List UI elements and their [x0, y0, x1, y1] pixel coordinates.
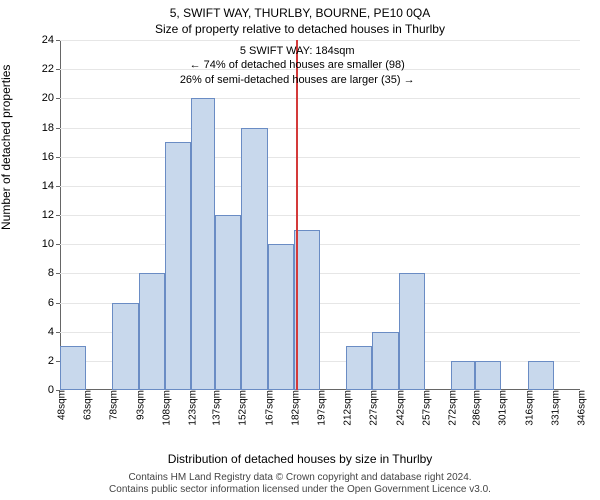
xtick-label: 167sqm — [260, 390, 275, 426]
annotation-line: 26% of semi-detached houses are larger (… — [180, 73, 415, 87]
ytick-label: 2 — [48, 355, 60, 367]
histogram-bar — [528, 361, 554, 390]
marker-line — [296, 40, 298, 390]
xtick-label: 123sqm — [183, 390, 198, 426]
annotation-line: ← 74% of detached houses are smaller (98… — [180, 58, 415, 72]
footnote-line1: Contains HM Land Registry data © Crown c… — [0, 472, 600, 484]
xtick-label: 301sqm — [494, 390, 509, 426]
ytick-label: 22 — [42, 63, 60, 75]
histogram-bar — [165, 142, 191, 390]
xtick-label: 197sqm — [313, 390, 328, 426]
xtick-label: 257sqm — [417, 390, 432, 426]
xtick-label: 78sqm — [105, 390, 120, 420]
xtick-label: 182sqm — [286, 390, 301, 426]
histogram-bar — [268, 244, 294, 390]
ytick-label: 14 — [42, 180, 60, 192]
xtick-label: 346sqm — [573, 390, 588, 426]
annotation-line: 5 SWIFT WAY: 184sqm — [180, 44, 415, 58]
footnote: Contains HM Land Registry data © Crown c… — [0, 472, 600, 496]
histogram-bar — [112, 303, 138, 391]
footnote-line2: Contains public sector information licen… — [0, 484, 600, 496]
gridline — [60, 244, 580, 245]
ytick-label: 24 — [42, 34, 60, 46]
histogram-bar — [139, 273, 165, 390]
xtick-label: 227sqm — [365, 390, 380, 426]
chart-title-line2: Size of property relative to detached ho… — [0, 22, 600, 36]
histogram-bar — [241, 128, 267, 391]
xtick-label: 48sqm — [53, 390, 68, 420]
ytick-label: 12 — [42, 209, 60, 221]
histogram-bar — [346, 346, 372, 390]
x-axis-label: Distribution of detached houses by size … — [0, 452, 600, 466]
gridline — [60, 128, 580, 129]
xtick-label: 286sqm — [468, 390, 483, 426]
gridline — [60, 98, 580, 99]
gridline — [60, 157, 580, 158]
xtick-label: 242sqm — [391, 390, 406, 426]
plot-area: 02468101214161820222448sqm63sqm78sqm93sq… — [60, 40, 580, 390]
ytick-label: 18 — [42, 122, 60, 134]
ytick-label: 6 — [48, 297, 60, 309]
chart-title-line1: 5, SWIFT WAY, THURLBY, BOURNE, PE10 0QA — [0, 6, 600, 20]
ytick-label: 8 — [48, 267, 60, 279]
ytick-label: 4 — [48, 326, 60, 338]
histogram-bar — [372, 332, 398, 390]
histogram-plot: 02468101214161820222448sqm63sqm78sqm93sq… — [60, 40, 580, 390]
xtick-label: 316sqm — [520, 390, 535, 426]
xtick-label: 63sqm — [79, 390, 94, 420]
xtick-label: 108sqm — [157, 390, 172, 426]
histogram-bar — [191, 98, 215, 390]
histogram-bar — [215, 215, 241, 390]
histogram-bar — [60, 346, 86, 390]
xtick-label: 331sqm — [546, 390, 561, 426]
histogram-bar — [475, 361, 501, 390]
y-axis-label: Number of detached properties — [0, 65, 13, 230]
marker-annotation: 5 SWIFT WAY: 184sqm← 74% of detached hou… — [180, 44, 415, 87]
xtick-label: 93sqm — [131, 390, 146, 420]
xtick-label: 137sqm — [208, 390, 223, 426]
histogram-bar — [399, 273, 425, 390]
gridline — [60, 215, 580, 216]
histogram-bar — [451, 361, 475, 390]
ytick-label: 20 — [42, 92, 60, 104]
xtick-label: 272sqm — [443, 390, 458, 426]
gridline — [60, 186, 580, 187]
xtick-label: 212sqm — [339, 390, 354, 426]
ytick-label: 10 — [42, 238, 60, 250]
xtick-label: 152sqm — [234, 390, 249, 426]
gridline — [60, 40, 580, 41]
ytick-label: 16 — [42, 151, 60, 163]
